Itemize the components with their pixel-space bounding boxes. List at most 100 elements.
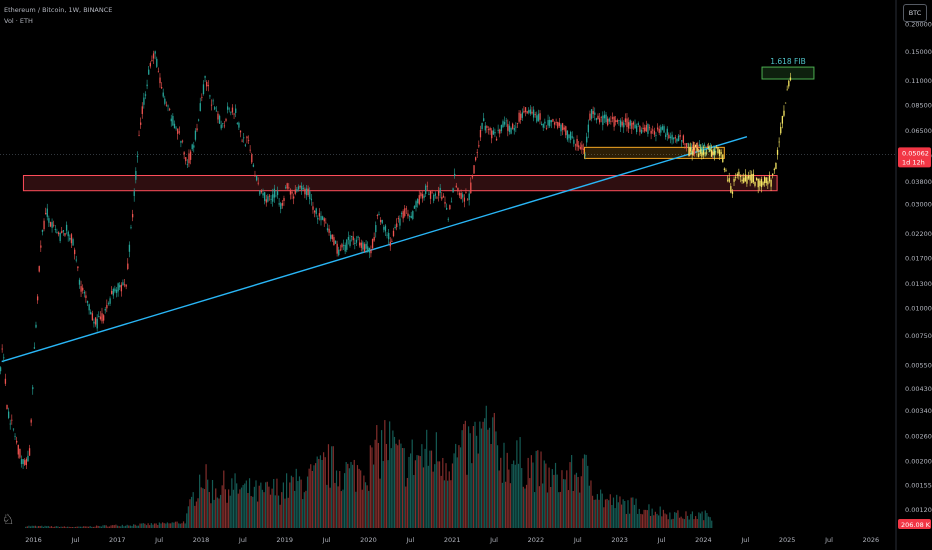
price-candle — [352, 236, 354, 241]
x-tick-label: Jul — [489, 536, 498, 544]
volume-bar — [298, 476, 301, 528]
price-candle — [12, 428, 15, 430]
volume-bar — [245, 480, 247, 528]
price-candle — [499, 129, 501, 134]
price-candle — [631, 122, 633, 129]
highlight-candle — [694, 144, 697, 147]
volume-bar — [36, 526, 38, 528]
volume-bar — [548, 467, 550, 528]
volume-bar — [406, 477, 408, 528]
price-candle — [157, 71, 160, 73]
volume-bar — [294, 490, 296, 528]
volume-bar — [277, 495, 280, 528]
volume-bar — [517, 463, 520, 528]
x-tick-label: Jul — [824, 536, 833, 544]
highlight-candle — [733, 178, 735, 182]
volume-bar — [266, 481, 268, 528]
price-candle — [394, 226, 396, 229]
price-candle — [312, 206, 314, 210]
volume-tag — [898, 519, 931, 529]
y-tick-label: 0.01000 — [905, 305, 932, 313]
volume-bar — [590, 480, 592, 528]
highlight-candle — [744, 174, 746, 182]
price-candle — [120, 284, 123, 292]
price-candle — [690, 147, 693, 149]
price-candle — [658, 128, 660, 133]
price-candle — [505, 120, 507, 122]
volume-bar — [352, 464, 354, 528]
price-candle — [270, 198, 272, 200]
volume-bar — [530, 455, 532, 528]
volume-bar — [498, 470, 500, 528]
highlight-candle — [739, 175, 742, 177]
volume-bar — [438, 461, 441, 528]
x-tick-label: Jul — [154, 536, 163, 544]
price-candle — [289, 189, 292, 195]
highlight-candle — [789, 77, 792, 81]
volume-bar — [112, 525, 114, 528]
volume-bar — [485, 405, 487, 528]
price-candle — [568, 134, 570, 139]
price-candle — [404, 208, 406, 217]
price-candle — [698, 144, 701, 146]
volume-bar — [210, 503, 212, 528]
highlight-candle — [786, 89, 788, 91]
volume-bar — [667, 519, 669, 528]
volume-bar — [637, 513, 639, 528]
currency-button[interactable]: BTC — [903, 4, 927, 22]
price-candle — [127, 263, 129, 269]
price-candle — [381, 219, 383, 224]
price-candle — [14, 435, 16, 437]
highlight-candle — [755, 178, 758, 180]
price-candle — [83, 291, 85, 294]
price-candle — [668, 134, 670, 139]
volume-bar — [273, 479, 275, 528]
price-candle — [497, 129, 499, 131]
price-candle — [67, 231, 69, 237]
volume-bar — [163, 523, 165, 528]
volume-bar — [703, 520, 705, 528]
price-candle — [433, 194, 435, 201]
volume-bar — [46, 526, 48, 528]
price-candle — [618, 120, 620, 122]
price-candle — [91, 313, 94, 321]
volume-bar — [86, 526, 88, 528]
price-candle — [492, 130, 495, 135]
price-candle — [417, 199, 419, 204]
last-price-value: 0.05062 — [902, 149, 929, 157]
price-candle — [491, 130, 493, 139]
price-candle — [333, 237, 335, 246]
price-candle — [131, 214, 134, 218]
price-candle — [196, 128, 198, 131]
volume-bar — [500, 457, 502, 528]
price-candle — [439, 187, 441, 193]
price-candle — [592, 111, 594, 115]
price-candle — [342, 245, 345, 246]
highlight-candle — [757, 178, 759, 188]
volume-bar — [443, 480, 446, 528]
price-candle — [322, 216, 324, 220]
volume-indicator-label: Vol · ETH — [4, 17, 33, 25]
volume-bar — [263, 492, 265, 528]
highlight-candle — [780, 126, 782, 134]
volume-bar — [240, 487, 243, 528]
price-candle — [656, 127, 659, 130]
volume-bar — [316, 456, 318, 528]
price-candle — [665, 134, 667, 138]
volume-bar — [170, 523, 172, 528]
price-candle — [354, 242, 356, 244]
volume-bar — [29, 526, 32, 528]
price-candle — [702, 147, 704, 153]
price-candle — [396, 223, 398, 228]
price-candle — [713, 149, 715, 154]
price-candle — [388, 232, 390, 240]
y-tick-label: 0.15000 — [905, 48, 932, 56]
price-candle — [671, 134, 673, 140]
price-candle — [199, 103, 201, 111]
volume-bar — [591, 495, 594, 528]
volume-bar — [625, 513, 627, 528]
volume-bar — [215, 488, 217, 528]
volume-bar — [321, 459, 323, 528]
volume-bar — [629, 513, 631, 528]
